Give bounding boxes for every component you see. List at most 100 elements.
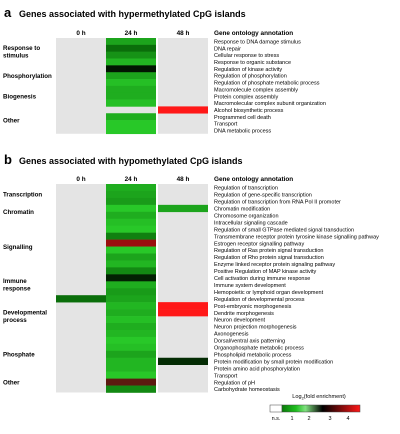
heatmap-cell	[106, 85, 156, 94]
group-label: stimulus	[3, 53, 29, 60]
legend-tick: 1	[290, 416, 293, 422]
heatmap-cell	[106, 343, 156, 352]
heatmap-cell	[106, 92, 156, 100]
heatmap-cell	[158, 357, 208, 365]
column-header: 0 h	[76, 30, 85, 37]
column-background	[56, 184, 106, 393]
row-label: Immune system development	[214, 283, 286, 289]
heatmap-cell	[106, 211, 156, 220]
heatmap-cell	[106, 190, 156, 199]
legend-title: Log2(fold enrichment)	[292, 394, 346, 401]
heatmap-cell	[106, 197, 156, 206]
heatmap-cell	[106, 357, 156, 365]
row-label: Hemopoietic or lymphoid organ developmen…	[214, 290, 324, 296]
panel-title: Genes associated with hypermethylated Cp…	[19, 9, 246, 19]
column-header: 24 h	[125, 30, 138, 37]
legend-ns-swatch	[269, 404, 283, 413]
heatmap-cell	[158, 106, 208, 114]
row-label: Protein amino acid phosphorylation	[214, 366, 300, 372]
heatmap-cell	[106, 246, 156, 254]
group-label: Other	[3, 117, 20, 124]
heatmap-cell	[106, 38, 156, 46]
group-label: Developmental	[3, 310, 47, 317]
heatmap-cell	[106, 267, 156, 275]
row-label: Dendrite morphogenesis	[214, 311, 274, 317]
row-label: Cell activation during immune response	[214, 276, 310, 282]
row-label: Cellular response to stress	[214, 53, 279, 59]
row-label: Regulation of Rho protein signal transdu…	[214, 255, 324, 261]
row-label: Transmembrane receptor protein tyrosine …	[214, 234, 379, 240]
panel-a: a Genes associated with hypermethylated C…	[3, 5, 326, 134]
heatmap-cell	[106, 253, 156, 261]
heatmap-cell	[106, 239, 156, 247]
row-label: Regulation of developmental process	[214, 297, 305, 303]
heatmap-cell	[106, 79, 156, 87]
row-label: Regulation of phosphorylation	[214, 74, 287, 80]
group-label: Immune	[3, 278, 27, 285]
legend-tick: n.s.	[272, 416, 281, 422]
heatmap-cell	[106, 184, 156, 192]
heatmap-cell	[106, 336, 156, 345]
row-label: Macromolecule complex assembly	[214, 87, 298, 93]
row-label: Estrogen receptor signalling pathway	[214, 241, 304, 247]
row-label: Intracellular signaling cascade	[214, 220, 288, 226]
row-label: Transport	[214, 122, 238, 128]
heatmap-cell	[106, 44, 156, 52]
row-label: Regulation of phosphate metabolic proces…	[214, 81, 320, 87]
annotation-header: Gene ontology annotation	[214, 176, 293, 183]
legend-tick: 3	[328, 416, 331, 422]
group-label: process	[3, 317, 27, 324]
heatmap-cell	[106, 225, 156, 233]
panel-title: Genes associated with hypomethylated CpG…	[19, 156, 243, 166]
column-header: 48 h	[177, 30, 190, 37]
legend-tick: 4	[346, 416, 349, 422]
column-background	[56, 38, 106, 134]
row-label: Alcohol biosynthetic process	[214, 108, 284, 114]
heatmap-cell	[106, 72, 156, 80]
heatmap-cell	[106, 113, 156, 121]
heatmap-cell	[106, 350, 156, 359]
row-label: Regulation of pH	[214, 380, 255, 386]
group-label: Chromatin	[3, 209, 34, 216]
row-label: Macromolecular complex subunit organizat…	[214, 101, 326, 107]
heatmap-cell	[106, 232, 156, 240]
row-label: Chromosome organization	[214, 213, 279, 219]
column-header: 48 h	[177, 176, 190, 183]
row-label: Protein modification by small protein mo…	[214, 359, 333, 365]
panel-b: b Genes associated with hypomethylated Cp…	[3, 152, 379, 393]
heatmap-cell	[106, 274, 156, 282]
heatmap-cell	[106, 316, 156, 324]
row-label: Axonogenesis	[214, 332, 249, 338]
column-header: 0 h	[76, 176, 85, 183]
row-label: Phospholipid metabolic process	[214, 352, 292, 358]
row-label: Regulation of transcription from RNA Pol…	[214, 200, 341, 206]
row-label: Transport	[214, 373, 238, 379]
group-label: Response to	[3, 45, 40, 52]
row-label: Organophosphate metabolic process	[214, 346, 304, 352]
row-label: Neuron development	[214, 318, 266, 324]
heatmap-cell	[106, 288, 156, 296]
row-label: Regulation of gene-specific transcriptio…	[214, 193, 312, 199]
heatmap-cell	[106, 120, 156, 128]
heatmap-cell	[158, 309, 208, 317]
legend-gradient	[281, 404, 361, 413]
row-label: Regulation of Ras protein signal transdu…	[214, 248, 323, 254]
heatmap-cell	[56, 295, 106, 303]
column-header: 24 h	[125, 176, 138, 183]
group-label: Phosphorylation	[3, 73, 52, 80]
row-label: Dorsal/ventral axis patterning	[214, 339, 285, 345]
heatmap-cell	[106, 295, 156, 303]
column-background	[158, 38, 208, 134]
row-label: Carbohydrate homeostasis	[214, 387, 280, 393]
heatmap-cell	[106, 204, 156, 213]
heatmap-cell	[106, 58, 156, 66]
row-label: DNA metabolic process	[214, 128, 271, 134]
row-label: Neuron projection morphogenesis	[214, 325, 297, 331]
heatmap-cell	[158, 302, 208, 310]
heatmap-cell	[106, 385, 156, 393]
heatmap-cell	[106, 281, 156, 289]
group-label: Biogenesis	[3, 93, 37, 100]
heatmap-cell	[106, 323, 156, 331]
row-label: Regulation of small GTPase mediated sign…	[214, 227, 354, 233]
